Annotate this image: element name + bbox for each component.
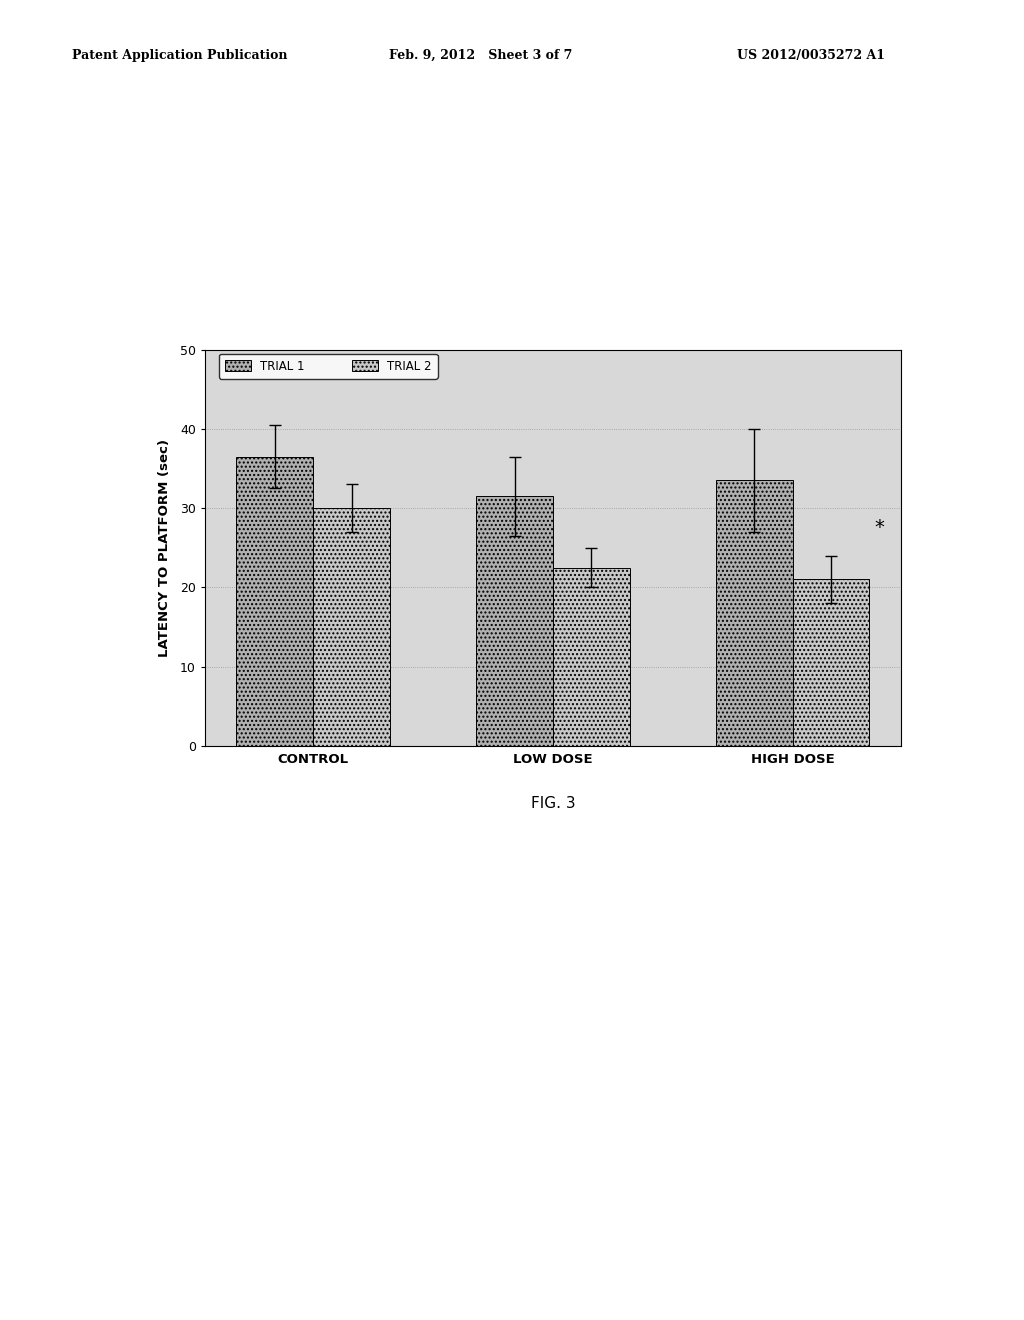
Y-axis label: LATENCY TO PLATFORM (sec): LATENCY TO PLATFORM (sec): [159, 438, 171, 657]
Text: *: *: [874, 519, 884, 537]
Text: Patent Application Publication: Patent Application Publication: [72, 49, 287, 62]
Text: FIG. 3: FIG. 3: [530, 796, 575, 810]
Bar: [553, 568, 630, 746]
Bar: [313, 508, 390, 746]
Bar: [237, 457, 313, 746]
Legend: TRIAL 1, TRIAL 2: TRIAL 1, TRIAL 2: [219, 354, 437, 379]
Bar: [476, 496, 553, 746]
Text: Feb. 9, 2012   Sheet 3 of 7: Feb. 9, 2012 Sheet 3 of 7: [389, 49, 572, 62]
Text: US 2012/0035272 A1: US 2012/0035272 A1: [737, 49, 886, 62]
Bar: [793, 579, 869, 746]
Bar: [716, 480, 793, 746]
